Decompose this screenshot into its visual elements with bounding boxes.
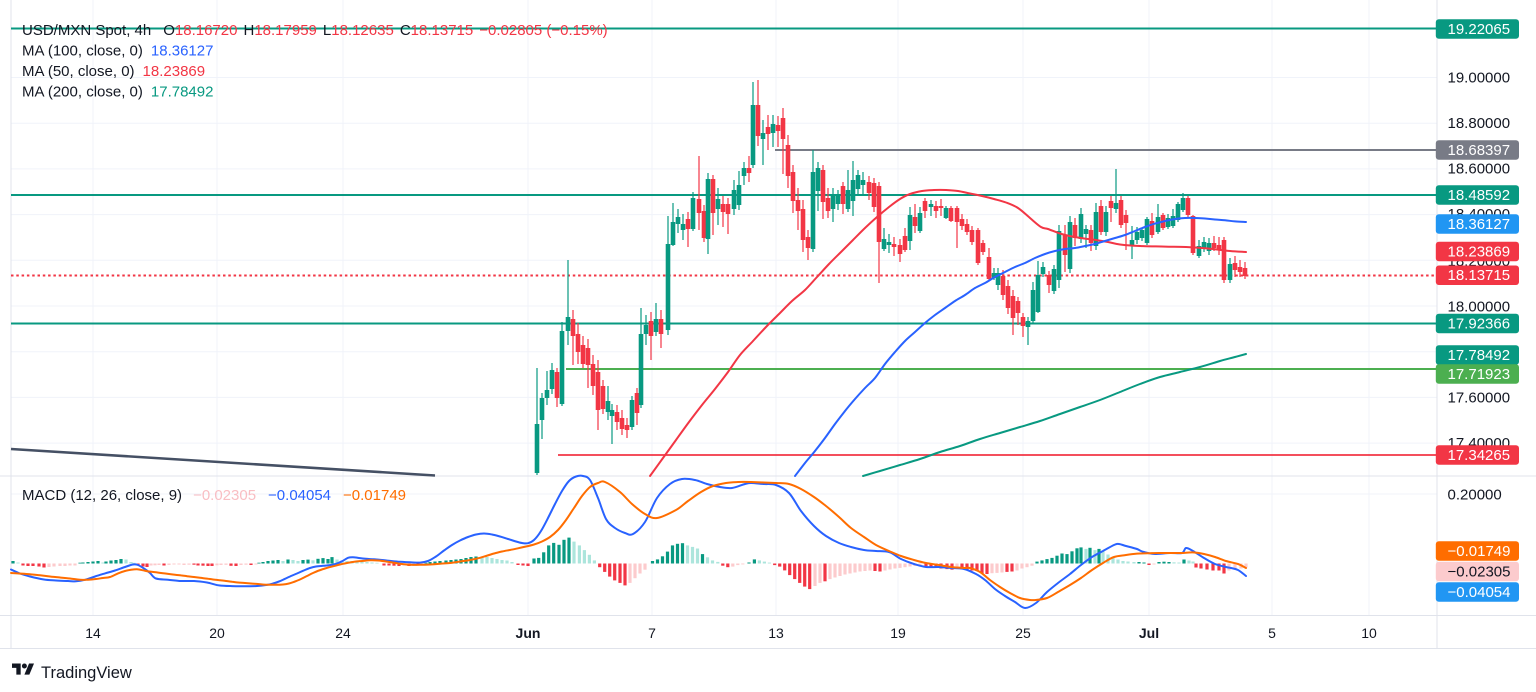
svg-text:−0.01749: −0.01749 — [1448, 543, 1511, 560]
svg-text:10: 10 — [1361, 625, 1377, 641]
svg-text:25: 25 — [1015, 625, 1031, 641]
svg-text:19: 19 — [890, 625, 906, 641]
svg-text:18.68397: 18.68397 — [1448, 142, 1511, 159]
svg-text:7: 7 — [648, 625, 656, 641]
svg-text:Jul: Jul — [1139, 625, 1159, 641]
svg-text:MA (100, close, 0)18.36127: MA (100, close, 0) 18.36127 — [22, 43, 213, 60]
svg-text:14: 14 — [85, 625, 101, 641]
svg-text:0.20000: 0.20000 — [1448, 487, 1502, 504]
svg-text:18.13715: 18.13715 — [1448, 267, 1511, 284]
svg-text:19.22065: 19.22065 — [1448, 21, 1511, 38]
svg-text:MA (50, close, 0)18.23869: MA (50, close, 0) 18.23869 — [22, 63, 205, 80]
svg-text:19.00000: 19.00000 — [1448, 70, 1511, 87]
svg-text:18.00000: 18.00000 — [1448, 299, 1511, 316]
svg-text:MACD (12, 26, close, 9)−0.0230: MACD (12, 26, close, 9) −0.02305 −0.04054−… — [22, 487, 406, 504]
svg-text:17.71923: 17.71923 — [1448, 366, 1511, 383]
svg-text:17.92366: 17.92366 — [1448, 316, 1511, 333]
svg-text:20: 20 — [209, 625, 225, 641]
svg-text:17.78492: 17.78492 — [1448, 347, 1511, 364]
svg-text:18.60000: 18.60000 — [1448, 161, 1511, 178]
svg-text:17.60000: 17.60000 — [1448, 390, 1511, 407]
svg-text:13: 13 — [768, 625, 784, 641]
svg-text:18.48592: 18.48592 — [1448, 187, 1511, 204]
svg-text:5: 5 — [1268, 625, 1276, 641]
svg-text:17.34265: 17.34265 — [1448, 447, 1511, 464]
svg-text:18.80000: 18.80000 — [1448, 115, 1511, 132]
svg-text:−0.02305: −0.02305 — [1448, 564, 1511, 581]
svg-text:TradingView: TradingView — [41, 664, 132, 682]
svg-text:18.23869: 18.23869 — [1448, 244, 1511, 261]
svg-text:−0.04054: −0.04054 — [1448, 584, 1511, 601]
svg-text:18.36127: 18.36127 — [1448, 216, 1511, 233]
svg-text:Jun: Jun — [516, 625, 541, 641]
svg-text:24: 24 — [335, 625, 351, 641]
svg-text:MA (200, close, 0)17.78492: MA (200, close, 0) 17.78492 — [22, 84, 213, 101]
